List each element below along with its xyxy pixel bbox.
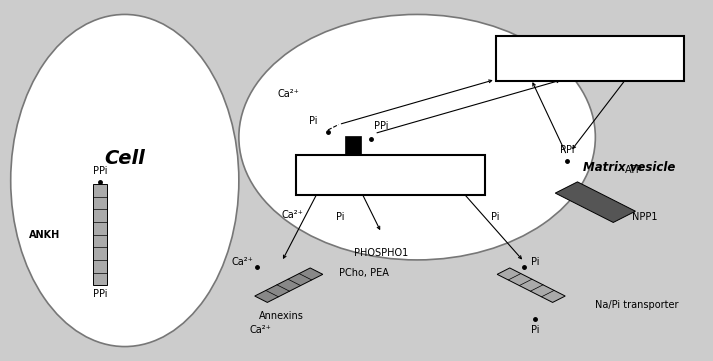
Text: ANKH: ANKH	[29, 230, 61, 240]
Text: Pi: Pi	[309, 116, 318, 126]
Text: Cell: Cell	[104, 149, 145, 168]
Polygon shape	[497, 268, 565, 303]
Polygon shape	[555, 182, 635, 222]
Text: PPi: PPi	[93, 166, 107, 177]
Text: PPi: PPi	[374, 121, 389, 131]
Text: NPP1: NPP1	[632, 212, 658, 222]
Text: PCho, PEA: PCho, PEA	[339, 268, 389, 278]
Text: Pi: Pi	[337, 212, 344, 222]
Text: Pi: Pi	[491, 212, 500, 222]
Text: Ca²⁺: Ca²⁺	[250, 325, 271, 335]
Text: PHOSPHO1: PHOSPHO1	[354, 248, 409, 258]
Text: Hydroxyapatite: Hydroxyapatite	[535, 52, 645, 65]
Text: ATP: ATP	[625, 165, 643, 175]
FancyBboxPatch shape	[496, 36, 684, 81]
Text: Annexins: Annexins	[260, 311, 304, 321]
Text: PPi: PPi	[560, 145, 574, 155]
Text: Pi: Pi	[530, 325, 539, 335]
Ellipse shape	[11, 14, 239, 347]
Text: Ca²⁺: Ca²⁺	[278, 89, 299, 99]
Text: Na/Pi transporter: Na/Pi transporter	[595, 300, 679, 310]
Text: Ca²⁺: Ca²⁺	[282, 210, 303, 220]
Text: TNAP: TNAP	[295, 175, 321, 186]
Text: PPi: PPi	[93, 289, 107, 299]
Text: Pi: Pi	[530, 257, 539, 267]
Ellipse shape	[239, 14, 595, 260]
Text: Ca²⁺: Ca²⁺	[232, 257, 253, 267]
FancyBboxPatch shape	[296, 155, 485, 195]
Polygon shape	[255, 268, 323, 303]
Bar	[345, 136, 361, 178]
Text: Hydroxyapatite: Hydroxyapatite	[339, 169, 441, 182]
Polygon shape	[93, 184, 107, 285]
Text: Matrix vesicle: Matrix vesicle	[583, 161, 675, 174]
